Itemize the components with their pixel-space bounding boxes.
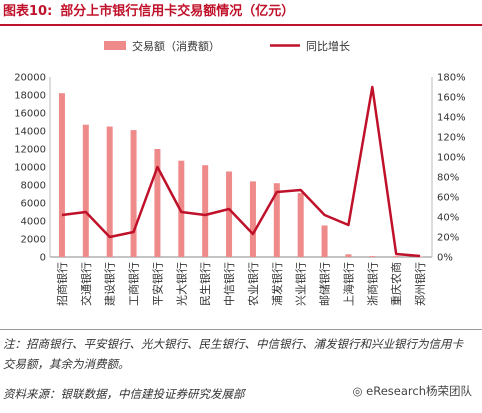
y-right-tick-label: 180%	[437, 73, 466, 84]
chart-title: 部分上市银行信用卡交易额情况（亿元）	[60, 4, 295, 19]
x-tick-label: 邮储银行	[318, 262, 332, 306]
y-left-tick-label: 6000	[21, 199, 46, 210]
bar	[106, 126, 113, 257]
x-tick-label: 上海银行	[341, 262, 355, 306]
bar	[249, 181, 256, 257]
x-tick-label: 浙商银行	[365, 262, 379, 306]
y-left-tick-label: 2000	[21, 235, 46, 246]
y-right-tick-label: 80%	[437, 173, 459, 184]
y-left-tick-label: 4000	[21, 217, 46, 228]
bar	[58, 93, 65, 257]
y-left-tick-label: 8000	[21, 181, 46, 192]
y-right-tick-label: 100%	[437, 153, 466, 164]
x-tick-label: 招商银行	[55, 262, 69, 306]
y-right-tick-label: 140%	[437, 113, 466, 124]
bar	[178, 160, 185, 257]
y-left-tick-label: 20000	[14, 73, 46, 84]
wechat-icon: ◎	[352, 384, 363, 398]
y-right-tick-label: 40%	[437, 213, 459, 224]
x-tick-label: 工商银行	[127, 262, 141, 306]
x-tick-label: 兴业银行	[294, 262, 308, 306]
bar	[273, 183, 280, 257]
bar	[417, 256, 424, 258]
bar	[297, 193, 304, 257]
y-left-tick-label: 12000	[14, 145, 46, 156]
bar	[130, 130, 137, 257]
bar	[202, 165, 209, 257]
bar	[154, 149, 161, 257]
x-tick-label: 民生银行	[198, 262, 212, 306]
chart-note: 注：招商银行、平安银行、光大银行、民生银行、中信银行、浦发银行和兴业银行为信用卡…	[3, 337, 463, 371]
y-left-tick-label: 0	[40, 253, 46, 264]
y-left-tick-label: 10000	[14, 163, 46, 174]
y-right-tick-label: 120%	[437, 133, 466, 144]
x-tick-label: 重庆农商	[389, 262, 403, 306]
bar	[226, 171, 233, 257]
y-right-tick-label: 20%	[437, 233, 459, 244]
legend-bar-label: 交易额（消费额）	[132, 39, 220, 53]
bar	[369, 256, 376, 257]
figure-label: 图表10:	[3, 4, 53, 19]
x-tick-label: 中信银行	[222, 262, 236, 306]
y-left-tick-label: 16000	[14, 109, 46, 120]
note-divider	[0, 329, 482, 330]
bar	[393, 256, 400, 257]
source-line: 资料来源：银联数据，中信建投证券研究发展部	[3, 387, 245, 401]
x-tick-label: 郑州银行	[413, 262, 427, 306]
y-right-tick-label: 60%	[437, 193, 459, 204]
bar	[321, 225, 328, 257]
combo-chart: 交易额（消费额） 同比增长 0 2000 4000 6000 8000 10000 12000 1…	[14, 39, 466, 306]
figure-title: 图表10: 部分上市银行信用卡交易额情况（亿元）	[0, 0, 482, 26]
chart-area: 交易额（消费额） 同比增长 0 2000 4000 6000 8000 10000 12000 1…	[0, 27, 482, 327]
x-tick-label: 平安银行	[150, 262, 164, 306]
x-tick-label: 建设银行	[103, 262, 117, 306]
x-tick-label: 交通银行	[79, 262, 93, 306]
watermark-text: eResearch杨荣团队	[366, 384, 472, 398]
y-right-tick-label: 160%	[437, 93, 466, 104]
bar	[345, 254, 352, 257]
y-left-tick-label: 14000	[14, 127, 46, 138]
x-tick-label: 浦发银行	[270, 262, 284, 306]
watermark: ◎ eResearch杨荣团队	[352, 383, 472, 399]
legend-line-label: 同比增长	[306, 39, 350, 53]
x-tick-label: 农业银行	[246, 262, 260, 306]
bar	[82, 124, 89, 257]
growth-line	[61, 85, 421, 258]
legend-bar-swatch	[104, 41, 126, 50]
y-left-tick-label: 18000	[14, 91, 46, 102]
y-right-tick-label: 0%	[437, 253, 453, 264]
x-tick-label: 光大银行	[174, 262, 188, 306]
